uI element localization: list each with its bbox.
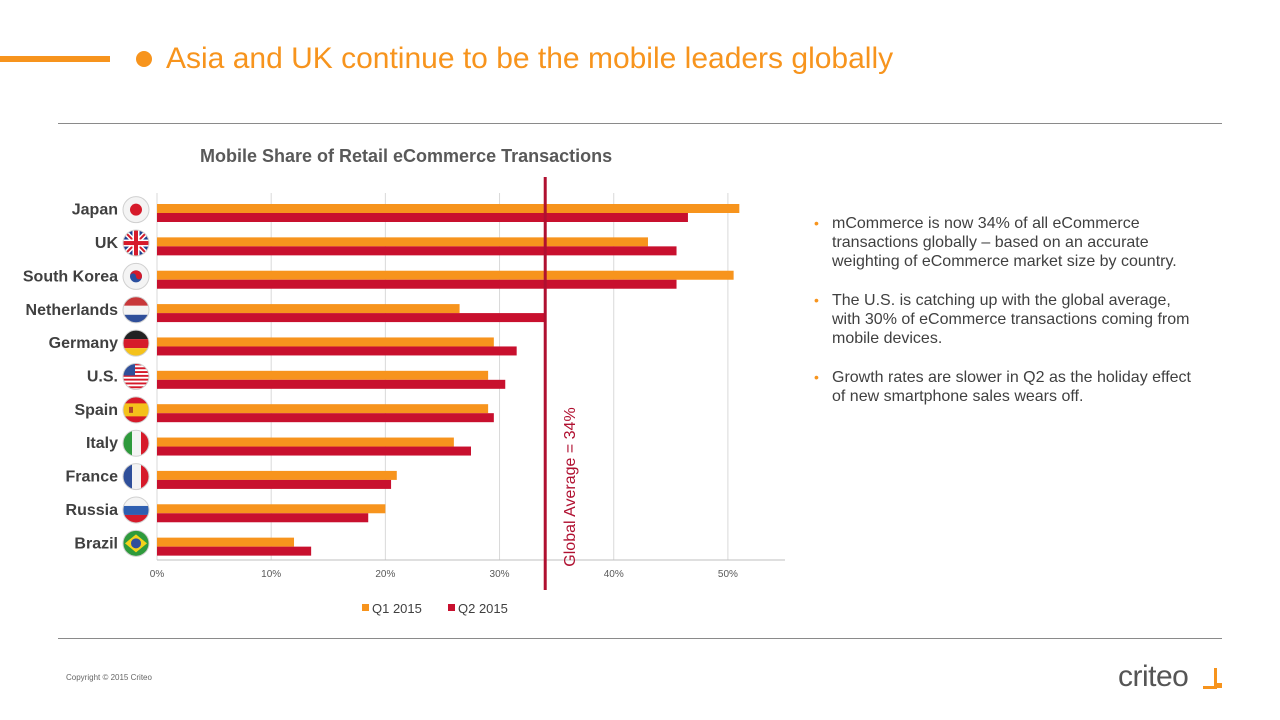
category-label: Spain [74,402,118,419]
us-flag-icon [122,363,150,390]
bar-q2 [157,246,677,256]
bar-q1 [157,204,740,213]
title-accent-dot [136,51,152,67]
slide-title: Asia and UK continue to be the mobile le… [166,42,894,75]
brazil-flag-icon [122,529,150,557]
legend-label: Q2 2015 [458,601,508,616]
bar-q1 [157,270,734,280]
chart-title: Mobile Share of Retail eCommerce Transac… [200,146,613,166]
category-label: Italy [86,435,118,452]
japan-flag-icon [122,196,150,224]
logo-bracket [1203,668,1217,689]
bar-q1 [157,237,648,247]
category-label: UK [95,235,119,252]
logo-dot [1217,683,1222,688]
bullet-item: • mCommerce is now 34% of all eCommerce t… [814,215,1177,270]
legend-label: Q1 2015 [372,601,422,616]
bar-q2 [157,513,369,523]
category-label: U.S. [87,369,118,386]
bar-q2 [157,446,471,456]
bar-q2 [157,213,688,222]
copyright-text: Copyright © 2015 Criteo [66,673,152,682]
bar-q1 [157,370,489,380]
bar-q2 [157,313,546,323]
bar-q2 [157,379,506,389]
germany-flag-icon [122,329,150,357]
x-tick-label: 20% [375,569,395,580]
x-tick-label: 50% [718,569,738,580]
bar-q1 [157,404,489,414]
x-tick-label: 30% [490,569,510,580]
x-tick-label: 0% [150,569,165,580]
bullet-item: • Growth rates are slower in Q2 as the ho… [814,369,1191,405]
italy-flag-icon [122,429,150,457]
category-label: Netherlands [26,302,119,319]
russia-flag-icon [122,496,150,524]
netherlands-flag-icon [122,296,150,324]
bar-chart: 0% 10% 20% 30% 40% 50% Japan UK South Korea Nethe… [23,177,785,616]
category-label: Brazil [74,535,118,552]
spain-flag-icon [122,396,150,424]
bar-q2 [157,413,494,423]
top-divider [58,123,1222,124]
bar-q2 [157,546,312,556]
south-korea-flag-icon [122,262,150,290]
bullet-item: • The U.S. is catching up with the global… [814,292,1190,347]
bar-q2 [157,279,677,289]
uk-flag-icon [122,229,150,257]
bar-q1 [157,337,494,347]
bar-q1 [157,470,397,480]
x-tick-label: 10% [261,569,281,580]
bar-q2 [157,346,517,356]
bar-q1 [157,304,460,314]
bar-q1 [157,437,454,447]
legend-swatch [448,604,455,611]
category-label: France [66,469,119,486]
category-label: Japan [72,202,118,219]
category-label: Germany [49,335,118,352]
title-accent-bar [0,56,110,62]
category-label: Russia [66,502,119,519]
category-label: South Korea [23,268,118,285]
criteo-logo: criteo [1118,660,1189,693]
global-average-label: Global Average = 34% [562,407,579,566]
bottom-divider [58,638,1222,639]
bar-q1 [157,537,295,547]
bar-q2 [157,479,392,489]
bullet-list: • mCommerce is now 34% of all eCommerce t… [812,214,1202,426]
x-tick-label: 40% [604,569,624,580]
france-flag-icon [122,463,150,491]
bar-q1 [157,504,386,514]
legend-swatch [362,604,369,611]
